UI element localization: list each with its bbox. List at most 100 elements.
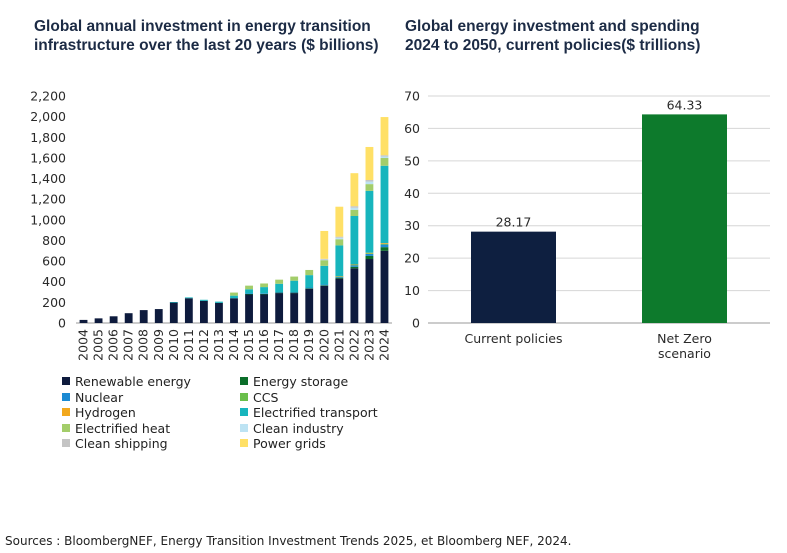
bar-2018-electrified-transport [290, 280, 299, 293]
bar-2005-renewable-energy [94, 318, 103, 323]
bar-2023-clean-industry [365, 181, 374, 185]
bar-2018-renewable-energy [290, 293, 299, 323]
left-x-tick-label: 2023 [361, 329, 376, 361]
bar-2022-hydrogen [350, 264, 359, 266]
bar-2019-electrified-heat [305, 269, 314, 276]
legend-label: Electrified heat [75, 420, 171, 436]
legend-label: Electrified transport [253, 405, 378, 421]
legend-swatch [240, 392, 248, 401]
right-y-tick-label: 0 [412, 316, 420, 331]
bar-2024-nuclear [380, 244, 389, 248]
bar-2017-electrified-transport [275, 283, 284, 293]
bar-2023-hydrogen [365, 252, 374, 254]
bar-2021-hydrogen [335, 276, 344, 277]
bar-2021-renewable-energy [335, 278, 344, 323]
legend-label: Hydrogen [75, 405, 136, 421]
legend-swatch [240, 408, 248, 417]
bar-2008-renewable-energy [139, 310, 148, 323]
left-x-tick-label: 2022 [346, 329, 361, 361]
left-x-tick-label: 2004 [76, 329, 91, 361]
legend-item: Electrified heat [62, 421, 170, 437]
right-y-tick-label: 30 [404, 218, 420, 233]
bar-2011-electrified-transport [184, 297, 193, 299]
bar-2020-clean-shipping [320, 258, 329, 260]
bar-2012-renewable-energy [199, 300, 208, 323]
left-x-tick-label: 2016 [256, 329, 271, 361]
bar-2015-nuclear [245, 293, 253, 294]
left-x-tick-label: 2008 [136, 329, 151, 361]
bar-2017-energy-storage [275, 292, 284, 294]
bar-2016-nuclear [260, 293, 269, 294]
legend-label: Clean shipping [75, 436, 168, 452]
left-x-tick-label: 2018 [286, 329, 301, 361]
bar-2019-electrified-transport [305, 275, 314, 288]
legend-label: Power grids [253, 436, 326, 452]
bar-2017-electrified-heat [275, 279, 284, 284]
bar-2022-electrified-heat [350, 209, 359, 217]
bar-2016-renewable-energy [260, 294, 269, 323]
legend-item: Clean industry [240, 421, 344, 437]
left-y-tick-label: 2,200 [30, 89, 66, 104]
legend-item: Energy storage [240, 374, 348, 390]
left-x-tick-label: 2017 [271, 329, 286, 361]
bar-2022-energy-storage [350, 266, 359, 269]
bar-2023-electrified-transport [365, 190, 374, 253]
left-y-tick-label: 200 [42, 295, 66, 310]
bar-2023-power-grids [365, 146, 374, 180]
bar-2010-electrified-transport [169, 302, 178, 303]
right-x-tick-label: Net Zero scenario [657, 331, 712, 361]
bar-2016-electrified-heat [260, 283, 269, 288]
bar-2020-power-grids [320, 230, 329, 259]
bar-2018-nuclear [290, 292, 299, 293]
left-chart-title: Global annual investment in energy trans… [34, 18, 379, 54]
left-y-tick-label: 1,400 [30, 171, 66, 186]
bar-2014-electrified-heat [230, 292, 238, 296]
legend-item: Power grids [240, 436, 326, 452]
left-y-tick-label: 400 [42, 274, 66, 289]
left-y-tick-label: 0 [58, 316, 66, 331]
data-label: 64.33 [667, 97, 703, 112]
legend-swatch [240, 423, 248, 432]
left-y-tick-label: 800 [42, 233, 66, 248]
bar-2023-energy-storage [365, 255, 374, 260]
bar-2021-energy-storage [335, 277, 344, 279]
bar-2023-ccs [365, 253, 374, 254]
bar-2019-renewable-energy [305, 288, 314, 323]
bar-2015-electrified-transport [245, 289, 253, 294]
legend-swatch [62, 377, 70, 385]
bar-2021-nuclear [335, 276, 344, 278]
bar-2020-renewable-energy [320, 285, 329, 323]
left-x-tick-label: 2010 [166, 329, 181, 361]
data-label: 28.17 [496, 215, 532, 230]
bar-2020-clean-industry [320, 259, 329, 261]
legend-item: Nuclear [62, 390, 123, 406]
bar-2006-renewable-energy [109, 316, 118, 323]
bar-2018-energy-storage [290, 292, 299, 294]
legend-label: Nuclear [75, 389, 124, 405]
bar-2019-nuclear [305, 287, 314, 289]
left-y-tick-label: 600 [42, 254, 66, 269]
right-y-tick-label: 40 [404, 186, 420, 201]
left-x-tick-label: 2012 [196, 329, 211, 361]
legend-label: CCS [253, 389, 279, 405]
bar-2014-renewable-energy [230, 298, 238, 323]
left-x-tick-label: 2024 [376, 329, 391, 361]
left-x-tick-label: 2005 [91, 329, 106, 361]
bar-2022-clean-shipping [350, 206, 359, 208]
bar-2020-electrified-heat [320, 260, 329, 266]
bar-2024-ccs [380, 243, 389, 245]
bar-2013-renewable-energy [215, 302, 223, 323]
bar-2021-power-grids [335, 206, 344, 237]
bar-2013-electrified-transport [215, 301, 223, 303]
right-y-tick-label: 50 [404, 153, 420, 168]
left-x-tick-label: 2019 [301, 329, 316, 361]
bar-2009-renewable-energy [154, 309, 163, 323]
bar-2023-clean-shipping [365, 179, 374, 182]
left-x-tick-label: 2014 [226, 329, 241, 361]
bar-2020-electrified-transport [320, 265, 329, 285]
legend-label: Energy storage [253, 374, 349, 389]
bar-2010-renewable-energy [169, 302, 178, 323]
bar-2022-clean-industry [350, 207, 359, 210]
legend-label: Renewable energy [75, 374, 191, 389]
left-x-tick-label: 2009 [151, 329, 166, 361]
